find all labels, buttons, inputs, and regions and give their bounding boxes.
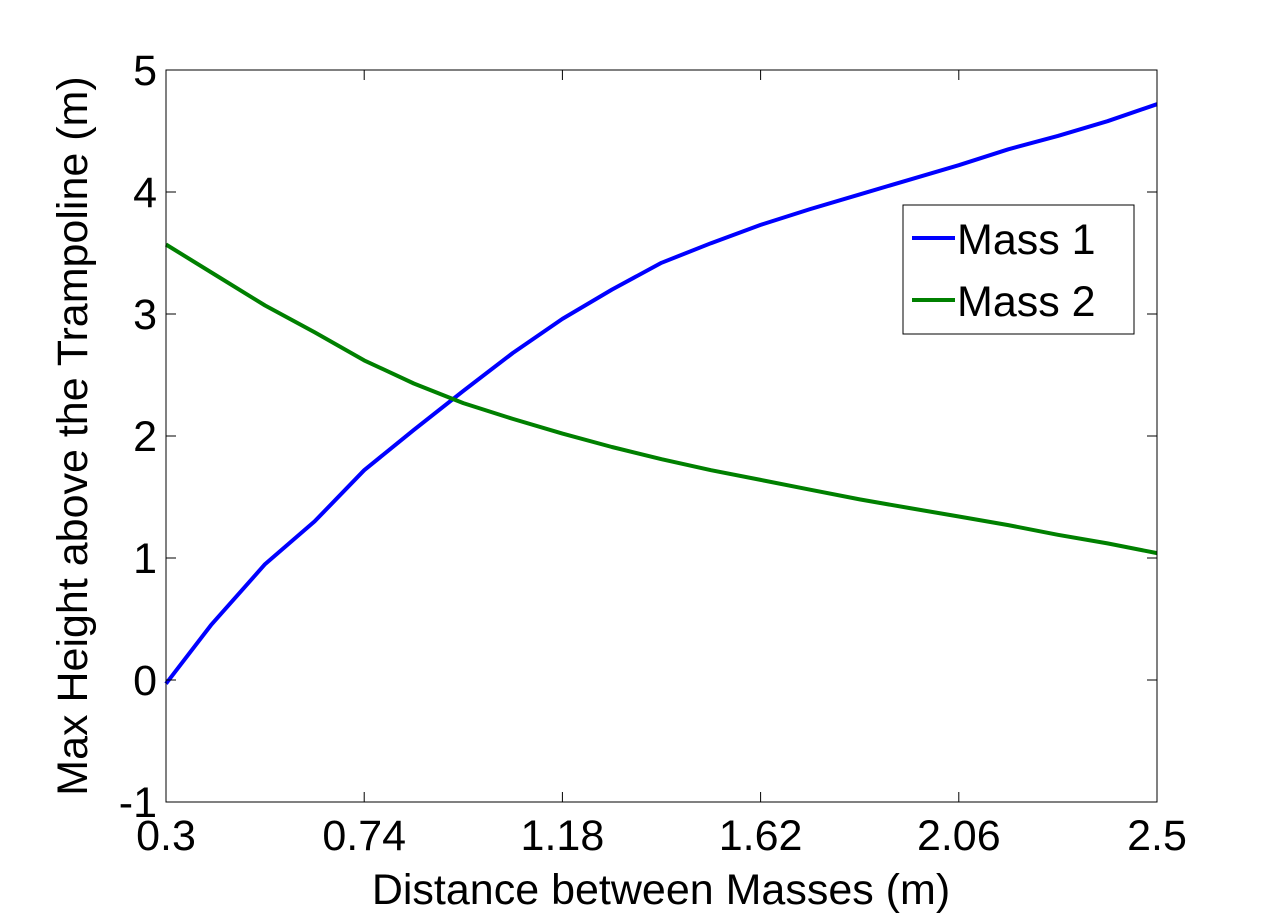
x-tick-labels: 0.3 0.74 1.18 1.62 2.06 2.5 (136, 812, 1187, 860)
x-axis-title: Distance between Masses (m) (372, 866, 950, 914)
x-tick-label: 1.18 (521, 812, 605, 860)
series-line-mass-2 (164, 242, 1158, 556)
y-tick-label: 5 (133, 47, 157, 95)
y-tick-label: 4 (133, 169, 157, 217)
legend: Mass 1 Mass 2 (902, 204, 1135, 335)
legend-label-mass-1: Mass 1 (957, 216, 1096, 264)
y-tick-label: 2 (133, 413, 157, 461)
y-tick-label: 3 (133, 291, 157, 339)
plot-background (166, 70, 1157, 802)
series-line-mass-1 (164, 102, 1158, 685)
y-tick-label: -1 (119, 779, 157, 827)
x-tick-label: 2.5 (1127, 812, 1187, 860)
y-tick-label: 0 (133, 657, 157, 705)
y-tick-labels: -1 0 1 2 3 4 5 (119, 47, 157, 827)
series-layer (164, 102, 1158, 685)
legend-box (902, 204, 1135, 335)
x-tick-label: 0.3 (136, 812, 196, 860)
legend-label-mass-2: Mass 2 (957, 278, 1096, 326)
x-tick-label: 2.06 (917, 812, 1001, 860)
x-tick-label: 1.62 (719, 812, 803, 860)
x-tick-label: 0.74 (322, 812, 406, 860)
y-axis-title: Max Height above the Trampoline (m) (49, 76, 97, 795)
y-tick-label: 1 (133, 535, 157, 583)
tick-layer (165, 69, 1158, 803)
